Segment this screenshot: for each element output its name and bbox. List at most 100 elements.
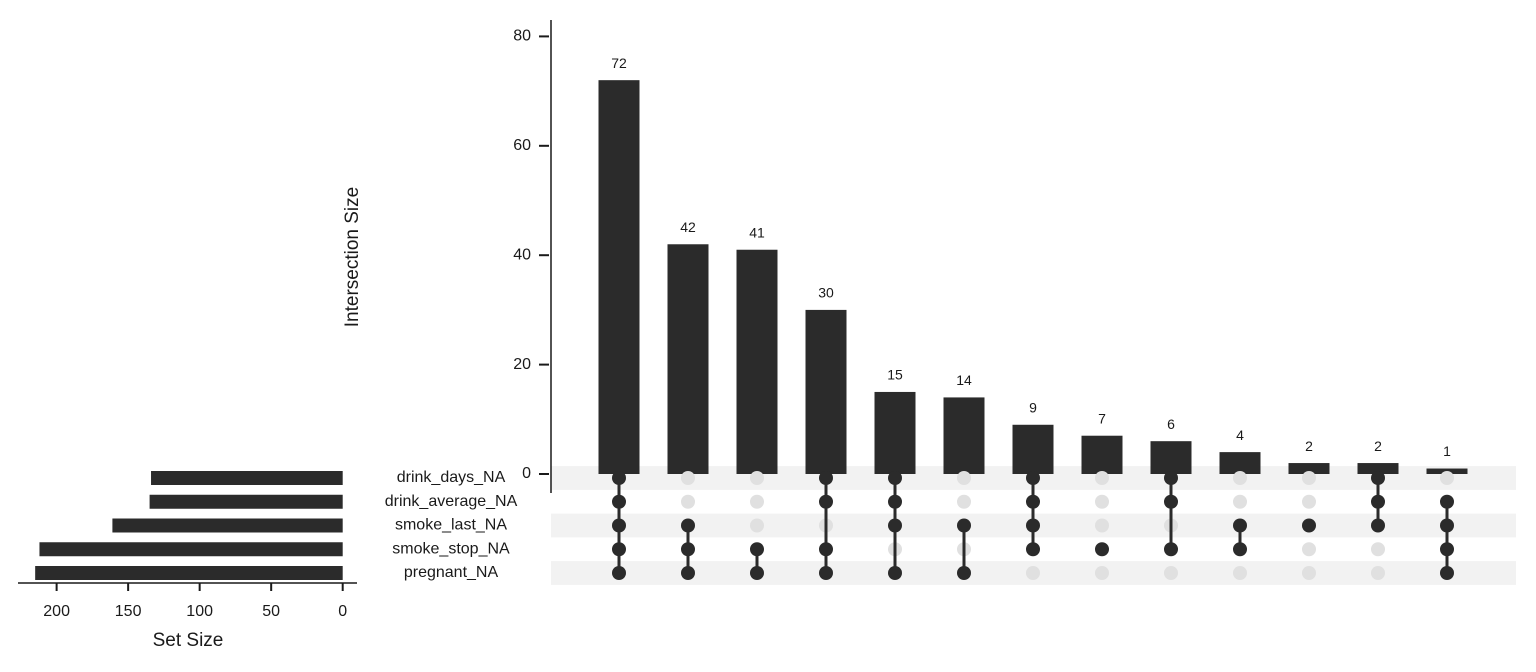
x-axis-label: Set Size: [153, 630, 224, 651]
active-dot: [612, 566, 626, 580]
active-dot: [888, 471, 902, 485]
active-dot: [612, 494, 626, 509]
active-dot: [1302, 518, 1316, 533]
inactive-dot: [1095, 494, 1109, 509]
set-label: drink_days_NA: [397, 469, 506, 486]
active-dot: [1440, 494, 1454, 509]
set-size-bar: [151, 471, 343, 485]
intersection-bar: [736, 249, 778, 474]
intersection-bar: [1081, 435, 1123, 474]
set-label: pregnant_NA: [404, 564, 499, 581]
set-size-bar: [39, 542, 343, 557]
inactive-dot: [750, 518, 764, 533]
bar-value-label: 15: [887, 367, 903, 383]
bar-value-label: 9: [1029, 399, 1037, 415]
bar-value-label: 14: [956, 372, 972, 388]
x-tick-label: 0: [338, 603, 347, 620]
bar-value-label: 42: [680, 219, 696, 235]
set-size-bar: [112, 518, 343, 533]
active-dot: [681, 518, 695, 533]
intersection-bar: [1150, 441, 1192, 474]
active-dot: [1026, 471, 1040, 485]
inactive-dot: [1233, 494, 1247, 509]
intersection-bar: [943, 397, 985, 474]
x-tick-label: 50: [262, 603, 280, 620]
y-axis-label: Intersection Size: [342, 187, 363, 327]
inactive-dot: [750, 471, 764, 485]
active-dot: [1371, 518, 1385, 533]
intersection-bar: [1219, 452, 1261, 474]
y-tick-label: 20: [513, 356, 531, 373]
inactive-dot: [957, 471, 971, 485]
bar-value-label: 4: [1236, 427, 1244, 443]
active-dot: [681, 566, 695, 580]
inactive-dot: [1164, 566, 1178, 580]
active-dot: [1233, 518, 1247, 533]
active-dot: [612, 518, 626, 533]
bar-value-label: 30: [818, 285, 834, 301]
bar-value-label: 72: [611, 55, 627, 71]
y-tick-label: 40: [513, 246, 531, 263]
intersection-bar: [667, 244, 709, 474]
inactive-dot: [681, 494, 695, 509]
inactive-dot: [1440, 471, 1454, 485]
bar-value-label: 6: [1167, 416, 1175, 432]
active-dot: [750, 566, 764, 580]
inactive-dot: [1302, 542, 1316, 557]
active-dot: [1164, 542, 1178, 557]
active-dot: [1164, 494, 1178, 509]
y-tick-label: 80: [513, 28, 531, 45]
active-dot: [1371, 494, 1385, 509]
inactive-dot: [1233, 471, 1247, 485]
inactive-dot: [1095, 566, 1109, 580]
inactive-dot: [1371, 542, 1385, 557]
active-dot: [1440, 542, 1454, 557]
bar-value-label: 1: [1443, 443, 1451, 459]
bar-value-label: 7: [1098, 410, 1106, 426]
intersection-bar: [1357, 463, 1399, 474]
active-dot: [888, 494, 902, 509]
bar-value-label: 2: [1305, 438, 1313, 454]
active-dot: [1233, 542, 1247, 557]
active-dot: [957, 518, 971, 533]
inactive-dot: [1233, 566, 1247, 580]
set-label: drink_average_NA: [385, 493, 518, 510]
inactive-dot: [1302, 494, 1316, 509]
active-dot: [681, 542, 695, 557]
active-dot: [1440, 566, 1454, 580]
active-dot: [1164, 471, 1178, 485]
bar-value-label: 41: [749, 224, 765, 240]
active-dot: [1371, 471, 1385, 485]
active-dot: [819, 542, 833, 557]
active-dot: [819, 566, 833, 580]
intersection-bar: [1012, 424, 1054, 474]
inactive-dot: [750, 494, 764, 509]
active-dot: [957, 566, 971, 580]
active-dot: [750, 542, 764, 557]
active-dot: [612, 542, 626, 557]
set-label: smoke_last_NA: [395, 517, 507, 534]
intersection-bar: [1288, 463, 1330, 474]
active-dot: [819, 471, 833, 485]
active-dot: [888, 566, 902, 580]
active-dot: [1095, 542, 1109, 557]
set-label: smoke_stop_NA: [392, 540, 510, 557]
inactive-dot: [1302, 471, 1316, 485]
active-dot: [612, 471, 626, 485]
inactive-dot: [1371, 566, 1385, 580]
x-tick-label: 150: [115, 603, 142, 620]
inactive-dot: [681, 471, 695, 485]
inactive-dot: [1026, 566, 1040, 580]
intersection-bar: [805, 309, 847, 474]
inactive-dot: [1095, 471, 1109, 485]
bar-value-label: 2: [1374, 438, 1382, 454]
inactive-dot: [957, 494, 971, 509]
y-tick-label: 0: [522, 465, 531, 482]
x-tick-label: 100: [186, 603, 213, 620]
inactive-dot: [1095, 518, 1109, 533]
active-dot: [1440, 518, 1454, 533]
y-tick-label: 60: [513, 137, 531, 154]
active-dot: [1026, 542, 1040, 557]
active-dot: [819, 494, 833, 509]
